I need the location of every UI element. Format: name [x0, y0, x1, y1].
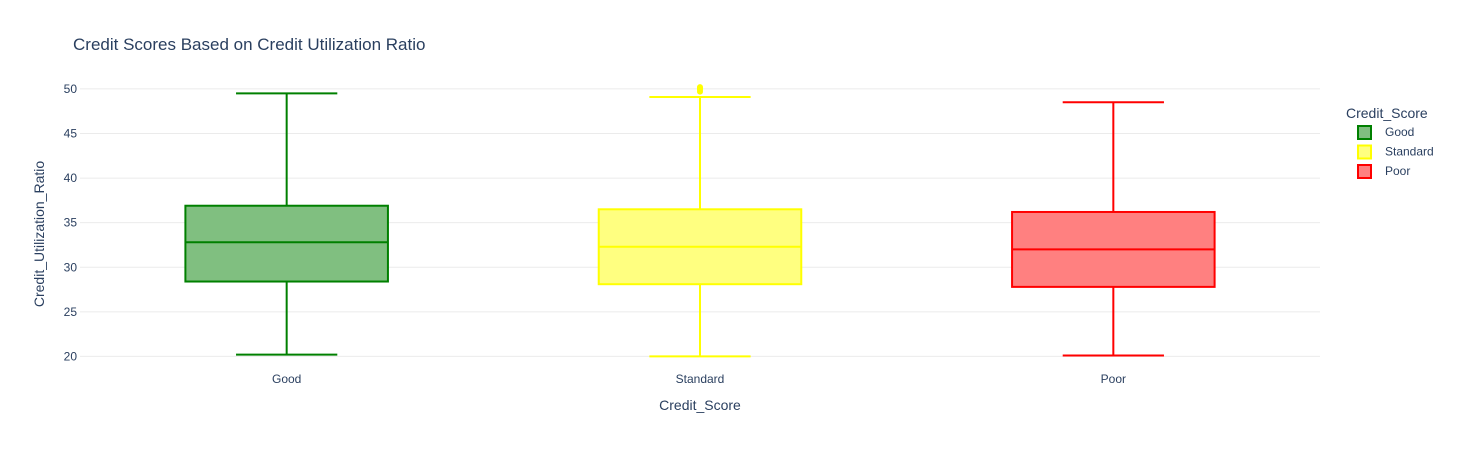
legend-label-standard: Standard: [1385, 145, 1434, 159]
y-tick-label-25: 25: [64, 305, 78, 319]
box-good: [184, 92, 389, 356]
legend[interactable]: Credit_Score Good Standard Poor: [1346, 105, 1434, 179]
iqr-box-good: [184, 204, 389, 283]
x-tick-label-good: Good: [272, 372, 301, 386]
boxes: [184, 84, 1216, 358]
y-axis-title: Credit_Utilization_Ratio: [31, 161, 47, 308]
y-tick-label-30: 30: [64, 260, 78, 274]
box-poor: [1011, 101, 1216, 357]
x-tick-labels: Good Standard Poor: [272, 372, 1126, 386]
legend-swatch-poor: [1357, 164, 1372, 179]
legend-swatch-good: [1357, 125, 1372, 140]
legend-title: Credit_Score: [1346, 105, 1428, 121]
legend-item-poor[interactable]: Poor: [1357, 164, 1410, 179]
legend-item-good[interactable]: Good: [1357, 125, 1414, 140]
chart-title: Credit Scores Based on Credit Utilizatio…: [73, 35, 425, 54]
box-standard: [597, 84, 803, 358]
y-tick-label-20: 20: [64, 349, 78, 363]
x-tick-label-poor: Poor: [1101, 372, 1126, 386]
y-tick-label-45: 45: [64, 127, 78, 141]
y-tick-labels: 20 25 30 35 40 45 50: [64, 82, 78, 364]
legend-label-poor: Poor: [1385, 164, 1410, 178]
legend-items[interactable]: Good Standard Poor: [1357, 125, 1434, 179]
y-tick-label-35: 35: [64, 216, 78, 230]
legend-swatch-standard: [1357, 144, 1372, 160]
x-tick-label-standard: Standard: [676, 372, 725, 386]
outlier-point-standard-4: [697, 84, 703, 91]
y-tick-label-40: 40: [64, 171, 78, 185]
legend-item-standard[interactable]: Standard: [1357, 144, 1434, 160]
y-tick-label-50: 50: [64, 82, 78, 96]
x-axis-title: Credit_Score: [659, 397, 741, 413]
legend-label-good: Good: [1385, 125, 1414, 139]
